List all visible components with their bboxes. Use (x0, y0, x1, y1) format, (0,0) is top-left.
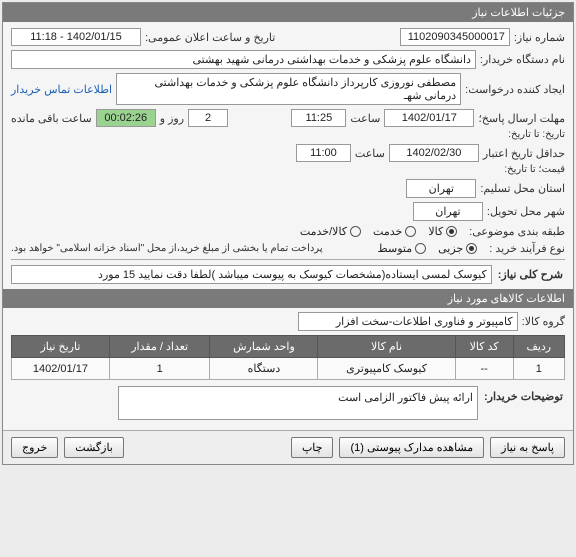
table-header-row: ردیف کد کالا نام کالا واحد شمارش تعداد /… (12, 336, 565, 358)
field-city-deliver: تهران (413, 202, 483, 221)
label-remain: ساعت باقی مانده (11, 112, 92, 125)
radio-goods-service[interactable]: کالا/خدمت (300, 225, 361, 238)
footer: پاسخ به نیاز مشاهده مدارک پیوستی (1) چاپ… (3, 430, 573, 464)
th-2: نام کالا (318, 336, 455, 358)
radio-dot-icon (466, 243, 477, 254)
label-goods-group: گروه کالا: (522, 315, 565, 328)
label-city-loc: استان محل تسلیم: (480, 182, 565, 195)
back-button[interactable]: بازگشت (64, 437, 124, 458)
td-1: -- (455, 358, 513, 380)
field-validity-date: 1402/02/30 (389, 144, 479, 162)
td-0: 1 (513, 358, 564, 380)
field-days: 2 (188, 109, 228, 127)
separator (11, 259, 565, 260)
panel-body: شماره نیاز: 1102090345000017 تاریخ و ساع… (3, 22, 573, 430)
td-3: دستگاه (210, 358, 318, 380)
exit-button[interactable]: خروج (11, 437, 58, 458)
radio-partial-label: جزیی (438, 242, 463, 255)
td-2: کیوسک کامپیوتری (318, 358, 455, 380)
label-day-and: روز و (160, 112, 184, 125)
field-creator: مصطفی نوروزی کارپرداز دانشگاه علوم پزشکی… (116, 73, 461, 105)
radio-service[interactable]: خدمت (373, 225, 416, 238)
label-deadline: مهلت ارسال پاسخ؛ (478, 112, 565, 125)
label-city-deliver: شهر محل تحویل: (487, 205, 565, 218)
label-buyer-org: نام دستگاه خریدار: (480, 53, 565, 66)
radio-dot-icon (446, 226, 457, 237)
field-timer: 00:02:26 (96, 109, 156, 127)
field-goods-group: کامپیوتر و فناوری اطلاعات-سخت افزار (298, 312, 518, 331)
panel-title: جزئیات اطلاعات نیاز (3, 3, 573, 22)
field-buyer-org: دانشگاه علوم پزشکی و خدمات بهداشتی درمان… (11, 50, 476, 69)
radio-goods[interactable]: کالا (428, 225, 457, 238)
th-0: ردیف (513, 336, 564, 358)
field-deadline-date: 1402/01/17 (384, 109, 474, 127)
field-deadline-time: 11:25 (291, 109, 346, 127)
th-5: تاریخ نیاز (12, 336, 110, 358)
pay-note: پرداخت تمام یا بخشی از مبلغ خرید،از محل … (11, 243, 323, 254)
th-4: تعداد / مقدار (109, 336, 210, 358)
label-buyer-notes: توضیحات خریدار: (482, 386, 565, 407)
print-button[interactable]: چاپ (291, 437, 334, 458)
radio-service-label: خدمت (373, 225, 402, 238)
field-gen-desc: کیوسک لمسی ایستاده(مشخصات کیوسک به پیوست… (11, 265, 492, 284)
field-req-no: 1102090345000017 (400, 28, 510, 46)
radio-dot-icon (415, 243, 426, 254)
field-buyer-notes: ارائه پیش فاکتور الزامی است (118, 386, 478, 420)
radio-medium[interactable]: متوسط (378, 242, 427, 255)
field-validity-time: 11:00 (296, 144, 351, 162)
items-header: اطلاعات کالاهای مورد نیاز (3, 289, 573, 308)
th-3: واحد شمارش (210, 336, 318, 358)
radio-dot-icon (350, 226, 361, 237)
label-to-date: تاریخ: تا تاریخ: (508, 129, 565, 140)
radio-partial[interactable]: جزیی (438, 242, 477, 255)
label-announce-dt: تاریخ و ساعت اعلان عمومی: (145, 31, 275, 44)
attachments-button[interactable]: مشاهده مدارک پیوستی (1) (339, 437, 484, 458)
label-buy-type: نوع فرآیند خرید : (489, 242, 565, 255)
label-gen-desc: شرح کلی نیاز: (496, 264, 565, 285)
label-hour-2: ساعت (355, 147, 385, 160)
td-4: 1 (109, 358, 210, 380)
field-announce-dt: 1402/01/15 - 11:18 (11, 28, 141, 46)
main-panel: جزئیات اطلاعات نیاز شماره نیاز: 11020903… (2, 2, 574, 465)
field-city-loc: تهران (406, 179, 476, 198)
label-req-no: شماره نیاز: (514, 31, 565, 44)
contact-link[interactable]: اطلاعات تماس خریدار (11, 83, 112, 96)
label-creator: ایجاد کننده درخواست: (465, 83, 565, 96)
radio-goods-label: کالا (428, 225, 443, 238)
th-1: کد کالا (455, 336, 513, 358)
label-min-validity: حداقل تاریخ اعتبار (483, 147, 565, 160)
table-row[interactable]: 1 -- کیوسک کامپیوتری دستگاه 1 1402/01/17 (12, 358, 565, 380)
label-price-to: قیمت؛ تا تاریخ: (504, 164, 565, 175)
td-5: 1402/01/17 (12, 358, 110, 380)
radio-medium-label: متوسط (378, 242, 413, 255)
label-cat: طبقه بندی موضوعی: (469, 225, 565, 238)
label-hour-1: ساعت (350, 112, 380, 125)
radio-dot-icon (405, 226, 416, 237)
radio-goods-service-label: کالا/خدمت (300, 225, 347, 238)
respond-button[interactable]: پاسخ به نیاز (490, 437, 565, 458)
items-table: ردیف کد کالا نام کالا واحد شمارش تعداد /… (11, 335, 565, 380)
